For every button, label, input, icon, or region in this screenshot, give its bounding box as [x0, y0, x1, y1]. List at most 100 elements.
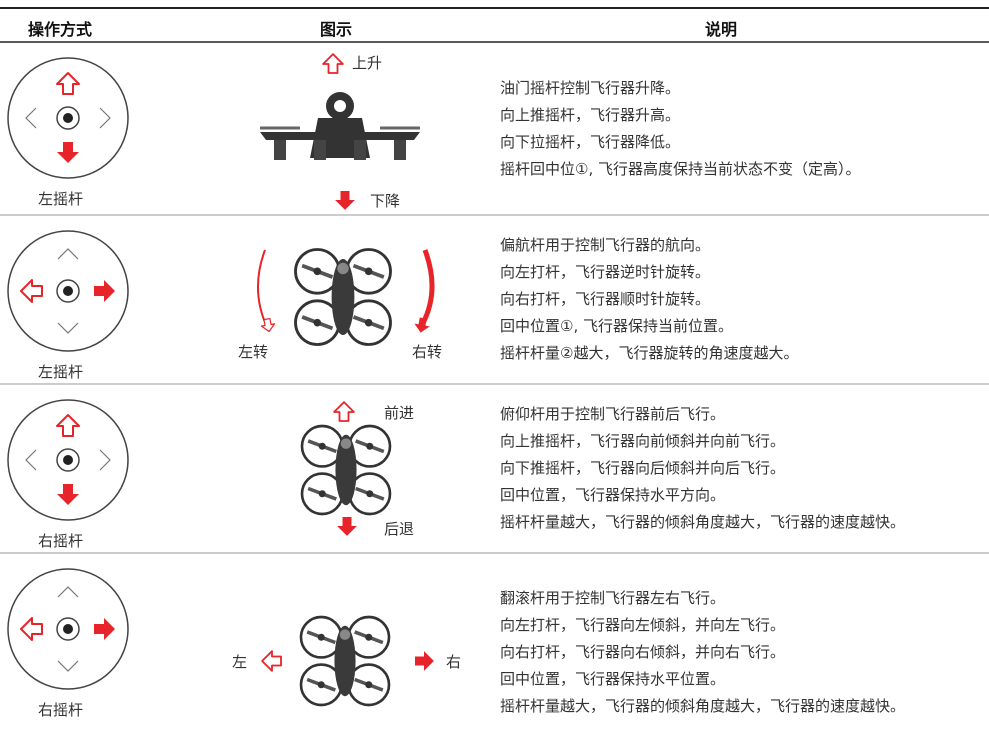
motor [354, 140, 366, 160]
arrow-icon [94, 618, 115, 640]
arrow-icon [333, 401, 355, 422]
motor [313, 267, 322, 276]
arrow [20, 279, 43, 303]
arrow-icon [94, 280, 115, 302]
drone [294, 248, 392, 346]
description-line: 向右打杆，飞行器顺时针旋转。 [500, 290, 711, 308]
arrow [335, 191, 355, 210]
arrow [57, 142, 79, 163]
stick-center [56, 106, 80, 130]
stick-ring [7, 568, 129, 690]
rotate-arrow [257, 249, 268, 328]
stick-ring [7, 399, 129, 521]
arrow [56, 414, 80, 437]
description-line: 向下推摇杆，飞行器向后倾斜并向后飞行。 [500, 459, 786, 477]
description-line: 回中位置①, 飞行器保持当前位置。 [500, 317, 733, 335]
drone-side [260, 92, 420, 160]
chevron [99, 107, 111, 129]
stick-center [56, 448, 80, 472]
description-line: 摇杆杆量越大，飞行器的倾斜角度越大，飞行器的速度越快。 [500, 696, 906, 715]
stick-dot [63, 286, 73, 296]
motor [364, 267, 373, 276]
description-line: 回中位置，飞行器保持水平方向。 [500, 486, 726, 504]
drone [299, 615, 391, 707]
description-line: 摇杆回中位①, 飞行器高度保持当前状态不变（定高）。 [500, 159, 861, 178]
stick-label: 左摇杆 [38, 363, 84, 381]
chevron [57, 660, 79, 672]
drone [300, 424, 392, 516]
arrow [261, 650, 282, 672]
stick-ring [7, 57, 129, 179]
arrow [57, 484, 79, 505]
stick-ring [7, 230, 129, 352]
camera [334, 100, 346, 112]
arrow [56, 72, 80, 95]
description-line: 向下拉摇杆，飞行器降低。 [500, 132, 681, 151]
description: 翻滚杆用于控制飞行器左右飞行。向左打杆，飞行器向左倾斜，并向左飞行。 向右打杆，飞… [500, 557, 985, 747]
diagram-label: 右转 [412, 343, 443, 361]
description-line: 偏航杆用于控制飞行器的航向。 [500, 236, 711, 254]
diagram-label: 后退 [384, 520, 415, 538]
motor [313, 318, 322, 327]
motor [364, 318, 373, 327]
motor [365, 681, 373, 689]
arrow-icon [322, 53, 344, 74]
arrow [333, 401, 355, 422]
header-cell: 图示 [320, 20, 353, 39]
arrow [414, 317, 430, 333]
chevron [57, 322, 79, 334]
arrow-icon [57, 484, 79, 505]
arrow-icon [414, 317, 430, 333]
arrow-icon [20, 617, 43, 641]
arrow-icon [56, 72, 80, 95]
camera [339, 629, 351, 640]
motor [318, 442, 326, 450]
stick-label: 左摇杆 [38, 190, 84, 208]
description-line: 向右打杆，飞行器向右倾斜，并向右飞行。 [500, 642, 786, 661]
diagram-label: 上升 [352, 54, 383, 72]
stick-label: 右摇杆 [38, 701, 84, 719]
arrow-icon [260, 317, 276, 333]
description-line: 摇杆杆量越大，飞行器的倾斜角度越大，飞行器的速度越快。 [500, 513, 906, 531]
diagram-label: 下降 [370, 192, 401, 210]
diagram-label: 左 [232, 653, 248, 671]
motor [366, 442, 374, 450]
arrow [94, 280, 115, 302]
stick-dot [63, 113, 73, 123]
stick-center [56, 279, 80, 303]
chevron [25, 107, 37, 129]
body [331, 259, 355, 335]
motor [314, 140, 326, 160]
arrow [414, 651, 434, 671]
rotate-arrow [420, 249, 435, 325]
arrow-icon [414, 651, 434, 671]
stick-label: 右摇杆 [38, 532, 84, 550]
motor [365, 633, 373, 641]
description-line: 俯仰杆用于控制飞行器前后飞行。 [500, 405, 726, 423]
body [334, 625, 356, 697]
stick-dot [63, 624, 73, 634]
body [335, 434, 357, 506]
stick-center [56, 617, 80, 641]
description: 油门摇杆控制飞行器升降。 向上推摇杆，飞行器升高。 向下拉摇杆，飞行器降低。摇杆回中… [500, 46, 985, 211]
description-line: 油门摇杆控制飞行器升降。 [500, 78, 681, 97]
description-line: 向上推摇杆，飞行器升高。 [500, 105, 681, 124]
chevron [57, 248, 79, 260]
description: 俯仰杆用于控制飞行器前后飞行。向上推摇杆，飞行器向前倾斜并向前飞行。 向下推摇杆，… [500, 388, 985, 549]
stick-dot [63, 455, 73, 465]
description-line: 向左打杆，飞行器向左倾斜，并向左飞行。 [500, 615, 786, 634]
arrow [260, 317, 276, 333]
description-line: 向上推摇杆，飞行器向前倾斜并向前飞行。 [500, 432, 786, 450]
motor [274, 140, 286, 160]
description-line: 摇杆杆量②越大，飞行器旋转的角速度越大。 [500, 344, 799, 362]
arrow-icon [335, 191, 355, 210]
header-cell: 操作方式 [28, 20, 93, 39]
arrow-icon [337, 517, 357, 536]
header-cell: 说明 [705, 20, 738, 39]
description-line: 向左打杆，飞行器逆时针旋转。 [500, 263, 711, 281]
arrow [94, 618, 115, 640]
description-line: 翻滚杆用于控制飞行器左右飞行。 [500, 588, 726, 607]
motor [317, 681, 325, 689]
